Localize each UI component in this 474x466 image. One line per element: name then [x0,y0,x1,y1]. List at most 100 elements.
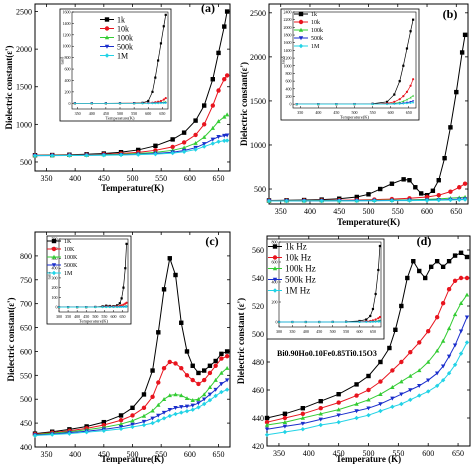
inset-series-4 [277,320,382,324]
data-point [50,153,55,158]
inset-data-point [412,78,415,81]
data-point [378,408,383,414]
inset-data-point [398,98,401,101]
inset: 3003504004505005506006500100200300400500… [47,235,132,325]
data-point [452,362,458,367]
inset-data-point [335,103,338,106]
data-point [196,401,201,406]
data-point [319,198,324,204]
inset-plot-frame [58,238,129,313]
data-point [224,138,230,143]
inset-data-point [398,102,401,105]
data-point [407,178,412,183]
inset-data-point [159,102,163,105]
inset-data-point [125,305,128,308]
legend-label: 1M [117,51,128,60]
inset-data-point [412,101,415,104]
data-point [354,198,359,204]
data-point [399,303,404,309]
x-tick-label: 550 [155,174,167,183]
data-point [464,315,470,320]
inset-data-point [378,315,382,319]
x-tick-label: 600 [184,174,196,183]
data-point [101,153,107,158]
data-point [434,259,440,264]
y-tick-label: 650 [20,324,32,333]
data-point [434,383,440,388]
inset-data-point [374,292,377,296]
inset-data-point [412,18,415,21]
data-point [282,420,288,424]
x-tick-label: 400 [304,207,316,216]
data-point [440,301,446,306]
data-point [141,392,147,397]
data-point [390,368,395,373]
inset-x-tick-label: 600 [110,314,116,319]
legend-marker [51,263,57,268]
inset-data-point [116,305,119,309]
data-point [452,253,458,258]
legend-marker [104,44,110,49]
data-point [464,254,470,260]
x-tick-label: 450 [98,174,110,183]
data-point [354,415,359,421]
data-point [426,378,431,383]
data-point [167,256,172,261]
data-point [436,198,441,203]
x-tick-label: 600 [184,450,196,459]
data-point [210,77,215,82]
data-point [161,397,167,401]
data-point [153,151,158,157]
data-point [458,250,464,255]
panel-label: (d) [417,234,432,248]
data-point [190,403,195,408]
inset-y-tick-label: 600 [272,260,278,265]
data-point [336,420,341,425]
data-point [423,275,428,281]
data-point [337,198,342,204]
data-point [150,420,155,426]
data-point [434,348,440,353]
data-point [366,406,371,411]
data-point [452,312,458,317]
data-point [193,118,198,123]
data-point [184,373,190,378]
inset-y-tick-label: 400 [272,280,278,285]
data-point [424,194,430,200]
inset-data-point [76,306,79,309]
data-point [130,418,135,423]
inset-data-point [157,102,160,105]
inset-data-point [398,80,401,83]
inset-data-point [118,305,121,309]
data-point [173,272,178,278]
x-tick-label: 500 [127,174,139,183]
legend-label: 100K [64,255,78,261]
inset-data-point [304,320,307,324]
inset-x-tick-label: 500 [117,111,123,116]
y-tick-label: 500 [252,330,264,339]
x-tick-label: 650 [452,449,464,458]
data-point [179,410,184,415]
data-point [224,133,230,138]
data-point [222,133,227,138]
inset-x-tick-label: 350 [75,111,81,116]
data-point [224,9,230,14]
inset-x-tick-label: 500 [92,314,98,319]
data-point [219,389,224,395]
data-point [222,77,227,82]
inset-y-tick-label: 2200 [284,17,292,22]
x-tick-label: 350 [40,174,52,183]
data-point [219,351,224,357]
data-point [458,329,464,334]
inset-y-tick-label: 1400 [63,21,71,26]
data-point [440,264,446,269]
inset-data-point [409,30,412,33]
inset-data-point [162,102,165,105]
data-point [264,415,270,421]
data-point [193,140,198,145]
inset-data-point [405,90,409,93]
data-point [201,142,207,147]
inset-data-point [369,320,372,323]
